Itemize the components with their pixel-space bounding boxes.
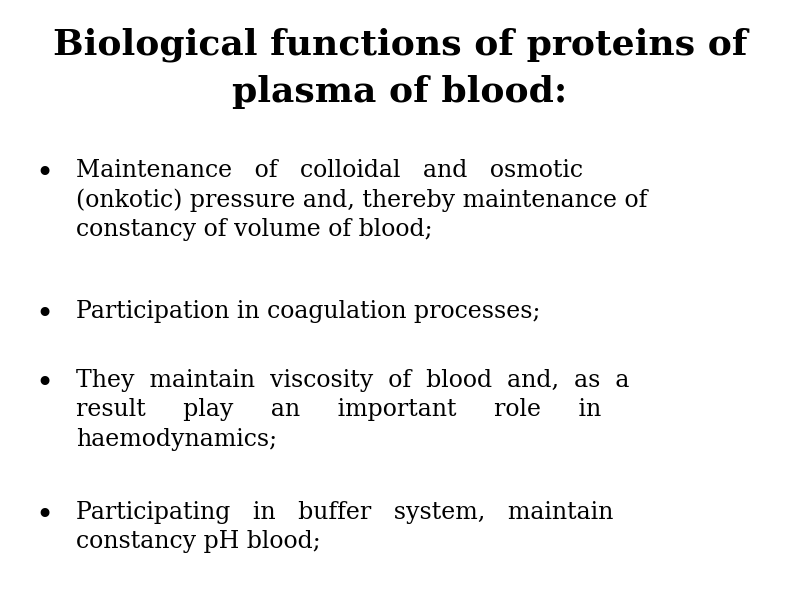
Text: They  maintain  viscosity  of  blood  and,  as  a
result     play     an     imp: They maintain viscosity of blood and, as… [76,369,630,451]
Text: •: • [35,159,53,190]
Text: plasma of blood:: plasma of blood: [232,75,568,109]
Text: Participation in coagulation processes;: Participation in coagulation processes; [76,300,541,323]
Text: Participating   in   buffer   system,   maintain
constancy pH blood;: Participating in buffer system, maintain… [76,501,614,553]
Text: •: • [35,501,53,532]
Text: Biological functions of proteins of: Biological functions of proteins of [53,27,747,61]
Text: •: • [35,300,53,331]
Text: Maintenance   of   colloidal   and   osmotic
(onkotic) pressure and, thereby mai: Maintenance of colloidal and osmotic (on… [76,159,647,241]
Text: •: • [35,369,53,400]
